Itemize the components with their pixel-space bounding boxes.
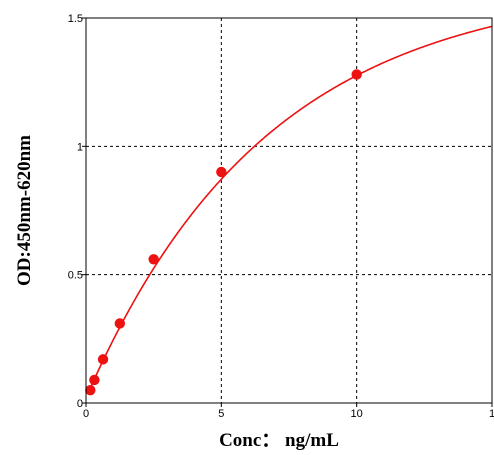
x-tick-label: 10 — [351, 408, 363, 420]
y-axis-ticks: 0 0.5 1 1.5 — [68, 13, 86, 410]
data-point — [97, 354, 109, 365]
grid — [86, 18, 492, 403]
y-tick-label: 0 — [77, 398, 83, 410]
x-axis-ticks: 0 5 10 1 — [83, 403, 494, 420]
x-tick-label: 0 — [83, 408, 89, 420]
data-point — [148, 254, 159, 265]
data-point — [89, 374, 100, 386]
x-tick-label: 5 — [218, 408, 224, 420]
y-tick-label: 1 — [77, 141, 83, 153]
data-point — [85, 384, 96, 396]
y-tick-label: 0.5 — [68, 270, 83, 282]
fit-curve — [88, 25, 493, 391]
plot-area-frame — [85, 17, 493, 404]
data-points — [85, 69, 362, 396]
y-axis-title: OD:450nm-620nm — [14, 135, 35, 286]
x-axis-title: Conc： ng/mL — [219, 430, 339, 451]
data-point — [114, 318, 126, 329]
data-point — [216, 166, 227, 178]
x-tick-label: 1 — [489, 408, 494, 420]
data-point — [351, 69, 362, 80]
y-tick-label: 1.5 — [68, 13, 83, 25]
